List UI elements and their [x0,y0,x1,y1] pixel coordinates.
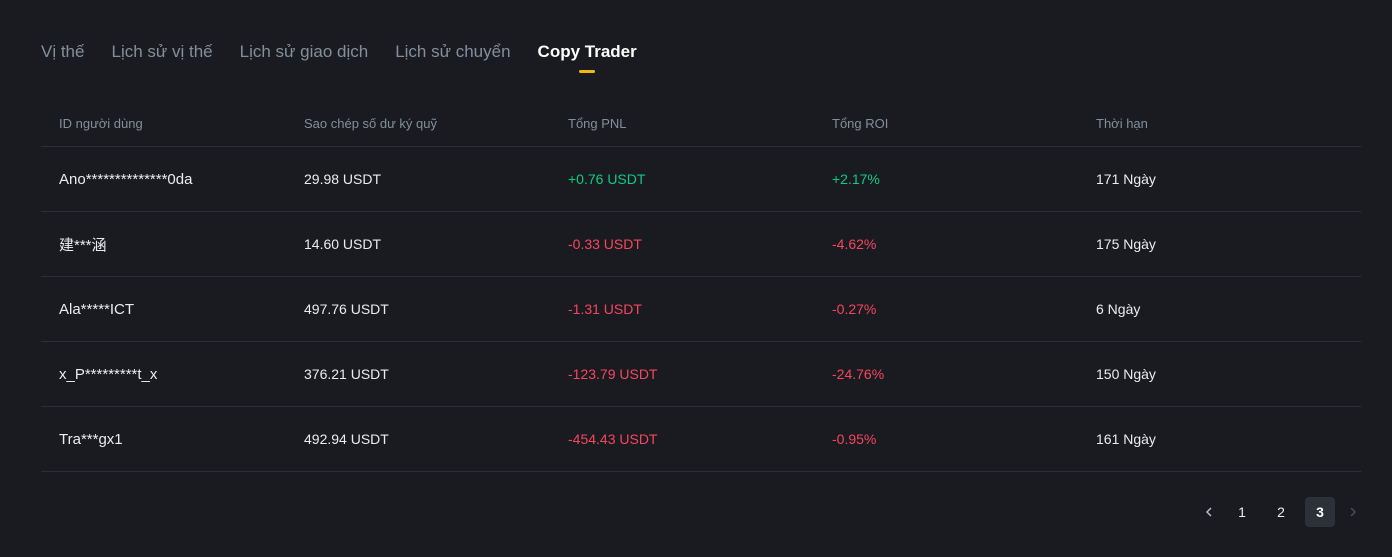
header-copy-margin-balance: Sao chép số dư ký quỹ [304,115,438,131]
total-pnl: -1.31 USDT [568,301,642,317]
copy-margin-balance: 376.21 USDT [304,366,389,382]
tab-label: Lịch sử giao dịch [239,42,369,61]
table-row: 建***涵 14.60 USDT -0.33 USDT -4.62% 175 N… [41,212,1361,277]
user-id: Ano**************0da [59,170,193,188]
total-pnl: +0.76 USDT [568,171,646,187]
tab-label: Lịch sử vị thế [111,42,213,61]
table-row: x_P*********t_x 376.21 USDT -123.79 USDT… [41,342,1361,407]
total-roi: -0.95% [832,431,877,447]
page-2-button[interactable]: 2 [1277,504,1285,520]
header-user-id: ID người dùng [59,115,143,131]
tab-positions[interactable]: Vị thế [41,41,84,63]
table-header: ID người dùng Sao chép số dư ký quỹ Tổng… [41,100,1361,147]
page-3-button[interactable]: 3 [1305,497,1335,527]
table-row: Ala*****ICT 497.76 USDT -1.31 USDT -0.27… [41,277,1361,342]
table-row: Tra***gx1 492.94 USDT -454.43 USDT -0.95… [41,407,1361,472]
user-id: Ala*****ICT [59,300,135,318]
header-total-pnl: Tổng PNL [568,115,627,131]
copy-margin-balance: 492.94 USDT [304,431,389,447]
duration: 6 Ngày [1096,301,1141,317]
table-row: Ano**************0da 29.98 USDT +0.76 US… [41,147,1361,212]
tab-label: Vị thế [41,42,85,61]
tab-trade-history[interactable]: Lịch sử giao dịch [240,41,369,63]
page-1-button[interactable]: 1 [1238,504,1246,520]
total-roi: -24.76% [832,366,885,382]
tab-copy-trader[interactable]: Copy Trader [537,41,637,73]
copy-trader-table: ID người dùng Sao chép số dư ký quỹ Tổng… [41,100,1361,472]
tab-position-history[interactable]: Lịch sử vị thế [111,41,212,63]
total-roi: -0.27% [832,301,877,317]
total-roi: -4.62% [832,236,877,252]
tab-label: Copy Trader [537,42,637,61]
duration: 175 Ngày [1096,236,1156,252]
user-id: x_P*********t_x [59,365,158,383]
tab-transfer-history[interactable]: Lịch sử chuyển [395,41,510,63]
total-roi: +2.17% [832,171,880,187]
total-pnl: -123.79 USDT [568,366,658,382]
total-pnl: -454.43 USDT [568,431,658,447]
duration: 161 Ngày [1096,431,1156,447]
header-duration: Thời hạn [1096,115,1148,131]
chevron-right-icon[interactable] [1344,497,1362,527]
pagination: 1 2 3 [1191,497,1362,527]
tab-bar: Vị thế Lịch sử vị thế Lịch sử giao dịch … [41,41,664,77]
chevron-left-icon[interactable] [1200,497,1218,527]
copy-margin-balance: 497.76 USDT [304,301,389,317]
header-total-roi: Tổng ROI [832,115,889,131]
user-id: Tra***gx1 [59,430,123,448]
user-id: 建***涵 [59,236,107,254]
total-pnl: -0.33 USDT [568,236,642,252]
copy-margin-balance: 29.98 USDT [304,171,382,187]
duration: 150 Ngày [1096,366,1156,382]
copy-margin-balance: 14.60 USDT [304,236,382,252]
active-tab-indicator [579,70,596,73]
duration: 171 Ngày [1096,171,1156,187]
tab-label: Lịch sử chuyển [395,42,511,61]
